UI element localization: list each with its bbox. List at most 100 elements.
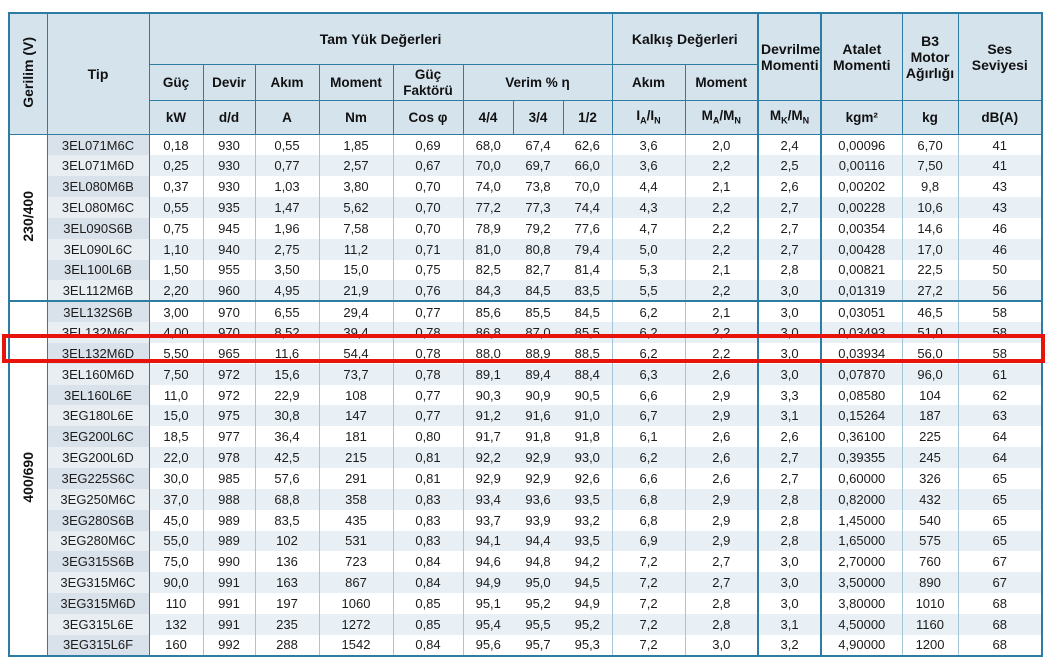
cell-mamn: 2,9 (684, 405, 759, 427)
cell-v44: 95,6 (462, 634, 513, 656)
cell-kgm2: 3,80000 (820, 593, 903, 614)
cell-v12: 95,3 (563, 634, 613, 656)
cell-mkmn: 2,7 (757, 238, 823, 260)
table-row: 3EG280M6C 55,0 989 102 531 0,83 94,1 94,4 93,5 6,… (9, 530, 1043, 552)
cell-mkmn: 2,6 (757, 176, 823, 198)
cell-iain: 5,5 (611, 280, 686, 302)
cell-v34: 73,8 (513, 176, 563, 198)
cell-kw: 75,0 (148, 551, 203, 573)
cell-v44: 92,2 (462, 447, 513, 468)
motor-type-cell: 3EL071M6D (46, 155, 150, 177)
subheader-kalkis-moment: Moment (684, 64, 759, 101)
cell-mamn: 2,9 (684, 384, 759, 406)
cell-mamn: 2,6 (684, 447, 759, 468)
cell-kg: 6,70 (901, 134, 959, 156)
cell-v12: 95,2 (563, 613, 613, 635)
cell-a: 136 (254, 551, 319, 573)
cell-kgm2: 1,65000 (820, 530, 903, 552)
cell-v34: 95,2 (513, 593, 563, 614)
cell-cos: 0,75 (392, 259, 463, 281)
cell-iain: 6,1 (611, 426, 686, 448)
cell-mamn: 2,2 (684, 197, 759, 218)
cell-mkmn: 2,7 (757, 217, 823, 239)
cell-cos: 0,69 (392, 134, 463, 156)
cell-kg: 14,6 (901, 217, 959, 239)
cell-a: 68,8 (254, 488, 319, 510)
cell-kw: 0,37 (148, 176, 203, 198)
cell-dd: 985 (202, 468, 255, 489)
cell-kw: 18,5 (148, 426, 203, 448)
cell-kgm2: 2,70000 (820, 551, 903, 573)
cell-a: 235 (254, 613, 319, 635)
motor-type-cell: 3EG315L6F (46, 634, 150, 656)
cell-nm: 3,80 (318, 176, 393, 198)
cell-v44: 84,3 (462, 280, 513, 302)
cell-a: 0,77 (254, 155, 319, 177)
cell-kgm2: 0,82000 (820, 488, 903, 510)
cell-v12: 90,5 (563, 384, 613, 406)
cell-mamn: 2,7 (684, 572, 759, 594)
cell-kg: 187 (901, 405, 959, 427)
cell-v12: 94,2 (563, 551, 613, 573)
cell-dd: 991 (202, 572, 255, 594)
cell-nm: 15,0 (318, 259, 393, 281)
cell-v34: 91,6 (513, 405, 563, 427)
cell-mkmn: 2,4 (757, 134, 823, 156)
cell-dba: 64 (957, 447, 1043, 468)
cell-cos: 0,70 (392, 197, 463, 218)
cell-kgm2: 0,00228 (820, 197, 903, 218)
cell-v44: 82,5 (462, 259, 513, 281)
cell-nm: 1542 (318, 634, 393, 656)
unit-a: A (254, 100, 320, 135)
voltage-group-cell: 230/400 (9, 134, 48, 302)
cell-mkmn: 3,2 (757, 634, 823, 656)
cell-a: 0,55 (254, 134, 319, 156)
cell-mamn: 2,9 (684, 530, 759, 552)
cell-kg: 7,50 (901, 155, 959, 177)
cell-kgm2: 0,00354 (820, 217, 903, 239)
cell-v44: 88,0 (462, 342, 513, 364)
cell-v44: 91,2 (462, 405, 513, 427)
motor-type-cell: 3EG315L6E (46, 613, 150, 635)
unit-4-4: 4/4 (462, 100, 514, 135)
cell-iain: 6,9 (611, 530, 686, 552)
cell-v12: 84,5 (563, 300, 613, 323)
cell-kw: 1,10 (148, 238, 203, 260)
cell-nm: 7,58 (318, 217, 393, 239)
motor-type-cell: 3EL132M6C (46, 322, 150, 343)
table-row: 3EL080M6B 0,37 930 1,03 3,80 0,70 74,0 73,8 70,0… (9, 176, 1043, 198)
cell-kw: 22,0 (148, 447, 203, 468)
cell-cos: 0,70 (392, 176, 463, 198)
cell-kgm2: 0,03051 (820, 300, 903, 323)
cell-kg: 1200 (901, 634, 959, 656)
table-row: 3EL160M6D 7,50 972 15,6 73,7 0,78 89,1 89,4 88,4… (9, 363, 1043, 385)
cell-dba: 58 (957, 322, 1043, 343)
cell-nm: 1272 (318, 613, 393, 635)
cell-nm: 21,9 (318, 280, 393, 302)
cell-v34: 94,4 (513, 530, 563, 552)
unit-ma-mn: MA/MN (684, 100, 759, 135)
cell-cos: 0,78 (392, 342, 463, 364)
cell-kgm2: 4,50000 (820, 613, 903, 635)
motor-type-cell: 3EG280S6B (46, 509, 150, 531)
cell-mamn: 2,2 (684, 155, 759, 177)
cell-iain: 7,2 (611, 551, 686, 573)
subheader-kalkis-akim: Akım (611, 64, 686, 101)
cell-dba: 65 (957, 468, 1043, 489)
cell-cos: 0,85 (392, 593, 463, 614)
unit-cos-phi: Cos φ (392, 100, 464, 135)
cell-a: 197 (254, 593, 319, 614)
column-header-tip: Tip (46, 12, 150, 135)
cell-dd: 989 (202, 530, 255, 552)
cell-v12: 81,4 (563, 259, 613, 281)
cell-dba: 68 (957, 634, 1043, 656)
table-row: 3EG180L6E 15,0 975 30,8 147 0,77 91,2 91,6 91,0 6… (9, 405, 1043, 427)
motor-type-cell: 3EL132M6D (46, 342, 150, 364)
cell-dba: 58 (957, 342, 1043, 364)
cell-iain: 6,8 (611, 488, 686, 510)
table-row: 3EL080M6C 0,55 935 1,47 5,62 0,70 77,2 77,3 74,4… (9, 197, 1043, 218)
motor-type-cell: 3EL090S6B (46, 217, 150, 239)
table-row: 3EG280S6B 45,0 989 83,5 435 0,83 93,7 93,9 93,2 6… (9, 509, 1043, 531)
cell-v44: 94,1 (462, 530, 513, 552)
cell-v44: 89,1 (462, 363, 513, 385)
